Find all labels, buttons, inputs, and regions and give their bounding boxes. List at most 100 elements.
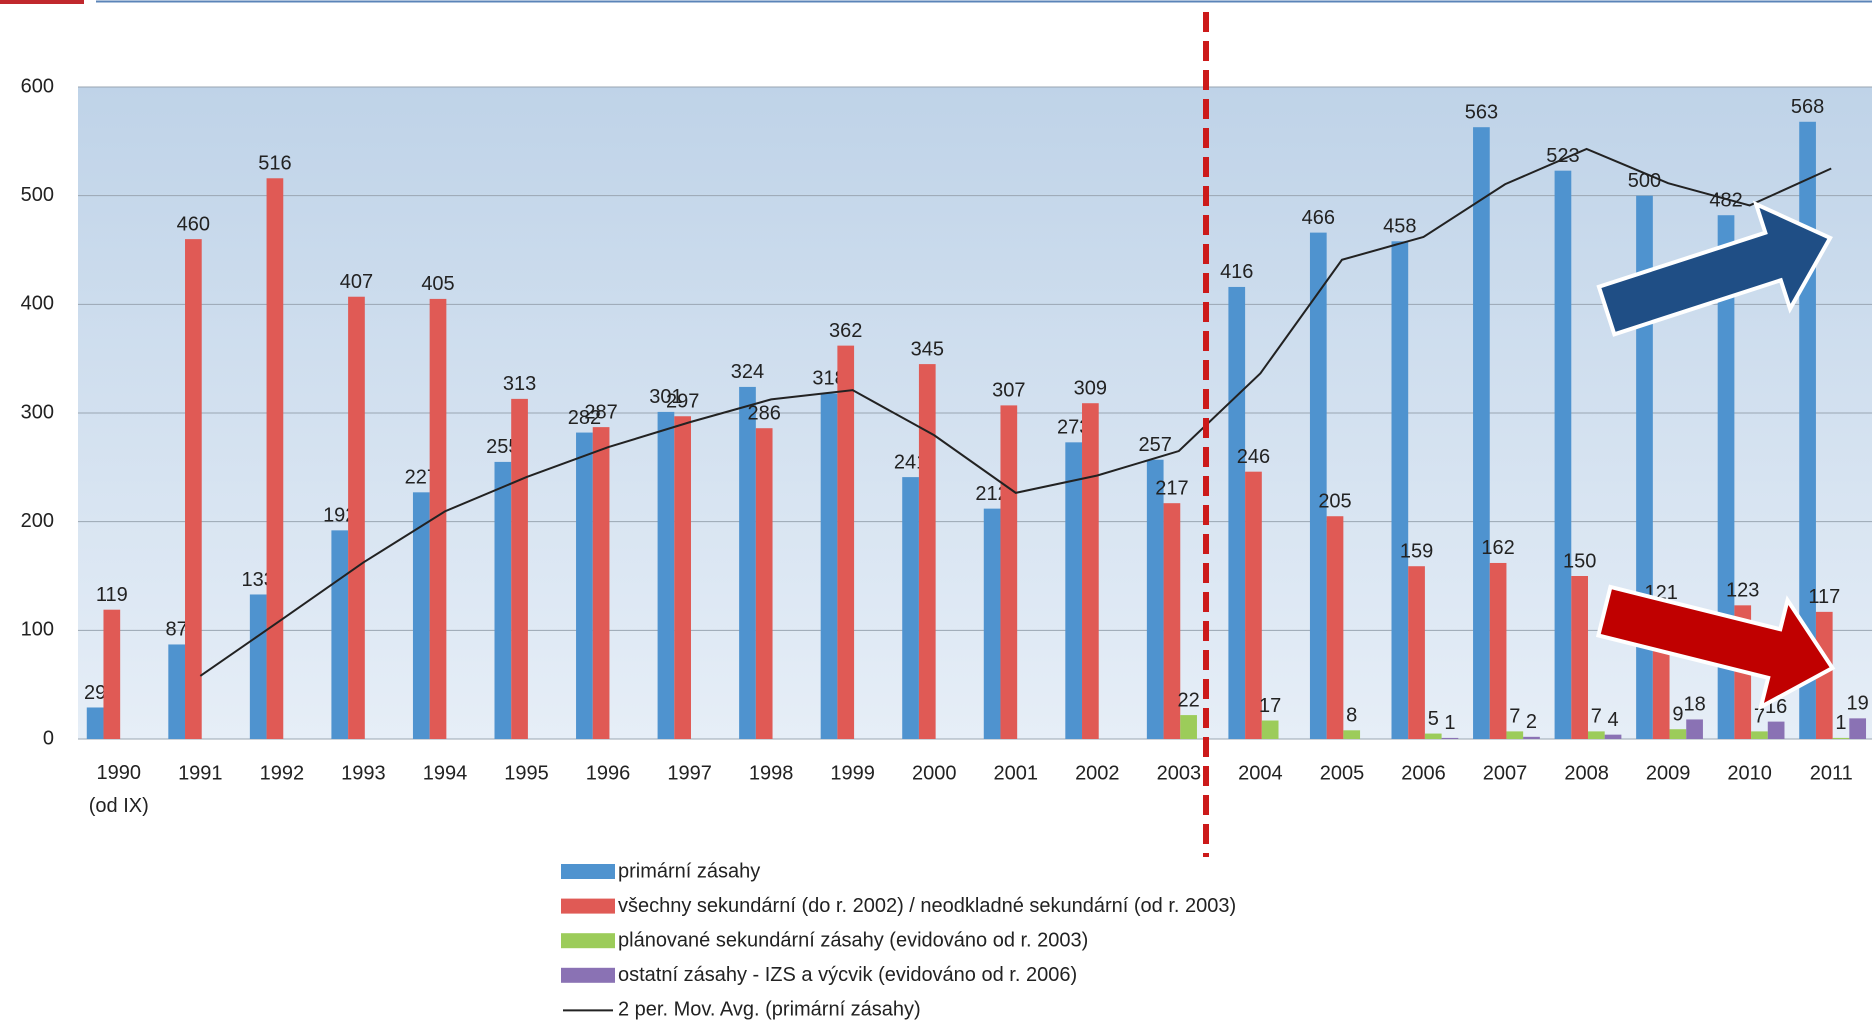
legend-label: všechny sekundární (do r. 2002) / neodkl… [618,895,1236,917]
bar [1506,731,1523,739]
bar [837,346,854,739]
bar [1833,738,1850,739]
data-label: 217 [1155,477,1188,499]
data-label: 460 [177,213,210,235]
bar [1343,730,1360,739]
x-tick-label: 2004 [1238,762,1283,784]
x-tick-label: 1995 [504,762,549,784]
data-label: 87 [166,619,188,641]
bar [902,477,919,739]
x-tick-label: 2000 [912,762,957,784]
y-tick-label: 100 [21,619,54,641]
bar [821,393,838,739]
bar [1571,576,1588,739]
x-tick-label: 1992 [260,762,305,784]
bar [1425,734,1442,739]
x-tick-label: 1996 [586,762,631,784]
data-label: 17 [1259,695,1281,717]
x-tick-label: 1997 [667,762,712,784]
data-label: 309 [1074,378,1107,400]
legend-label: ostatní zásahy - IZS a výcvik (evidováno… [618,964,1077,986]
bar [1768,722,1785,739]
bar [1849,718,1866,739]
data-label: 205 [1318,491,1351,513]
data-label: 150 [1563,550,1596,572]
bar [495,462,512,739]
legend-label: plánované sekundární zásahy (evidováno o… [618,929,1088,951]
bar [1327,516,1344,739]
data-label: 5 [1428,708,1439,730]
legend-swatch [561,968,615,983]
bar [331,530,348,739]
bar [1605,735,1622,739]
y-tick-label: 0 [43,727,54,749]
data-label: 286 [747,402,780,424]
bar [984,509,1001,739]
data-label: 297 [666,391,699,413]
bar [1228,287,1245,739]
data-label: 313 [503,373,536,395]
data-label: 257 [1139,434,1172,456]
x-tick-label: 1990(od IX) [89,762,149,817]
data-label: 159 [1400,541,1433,563]
chart: 01002003004005006001990(od IX)1991199219… [0,0,1872,1028]
bar [1490,563,1507,739]
legend-label: primární zásahy [618,860,760,882]
x-tick-label: 1991 [178,762,223,784]
bar [658,412,675,739]
bar [1670,729,1687,739]
bar [1065,442,1082,739]
x-tick-label: 1993 [341,762,386,784]
bar [1686,719,1703,739]
data-label: 117 [1808,586,1840,608]
bar [511,399,528,739]
legend-swatch [561,933,615,948]
legend-swatch [561,899,615,914]
data-label: 458 [1383,216,1416,238]
data-label: 345 [911,338,944,360]
bar [87,707,104,739]
data-label: 7 [1509,706,1520,728]
bar [1555,171,1572,739]
y-tick-label: 600 [21,75,54,97]
data-label: 1 [1444,712,1455,734]
x-tick-label: 2006 [1401,762,1446,784]
x-tick-label: 2003 [1157,762,1202,784]
data-label: 162 [1481,537,1514,559]
data-label: 2 [1526,711,1537,733]
y-tick-label: 200 [21,510,54,532]
data-label: 362 [829,320,862,342]
data-label: 1 [1835,712,1846,734]
data-label: 7 [1591,706,1602,728]
data-label: 4 [1607,709,1618,731]
data-label: 307 [992,380,1025,402]
data-label: 29 [84,682,106,704]
bar [1473,127,1490,739]
bar [756,428,773,739]
data-label: 9 [1672,704,1683,726]
y-tick-label: 400 [21,293,54,315]
data-label: 8 [1346,705,1357,727]
x-tick-label: 2005 [1320,762,1365,784]
data-label: 123 [1726,580,1759,602]
bar [1751,731,1768,739]
y-tick-label: 300 [21,401,54,423]
header-accent [0,0,84,4]
bar [1262,721,1279,739]
x-tick-label: 2011 [1810,762,1853,784]
data-label: 119 [96,584,128,606]
bar [919,364,936,739]
legend-swatch [561,864,615,879]
data-label: 568 [1791,96,1824,118]
bar [1392,241,1409,739]
x-tick-label: 2001 [994,762,1039,784]
data-label: 246 [1237,446,1270,468]
bar [1408,566,1425,739]
x-tick-label: 1999 [830,762,875,784]
data-label: 287 [584,401,617,423]
data-label: 407 [340,271,373,293]
bar [1000,405,1017,739]
data-label: 563 [1465,101,1498,123]
bar [250,594,267,739]
x-tick-label: 2010 [1727,762,1772,784]
